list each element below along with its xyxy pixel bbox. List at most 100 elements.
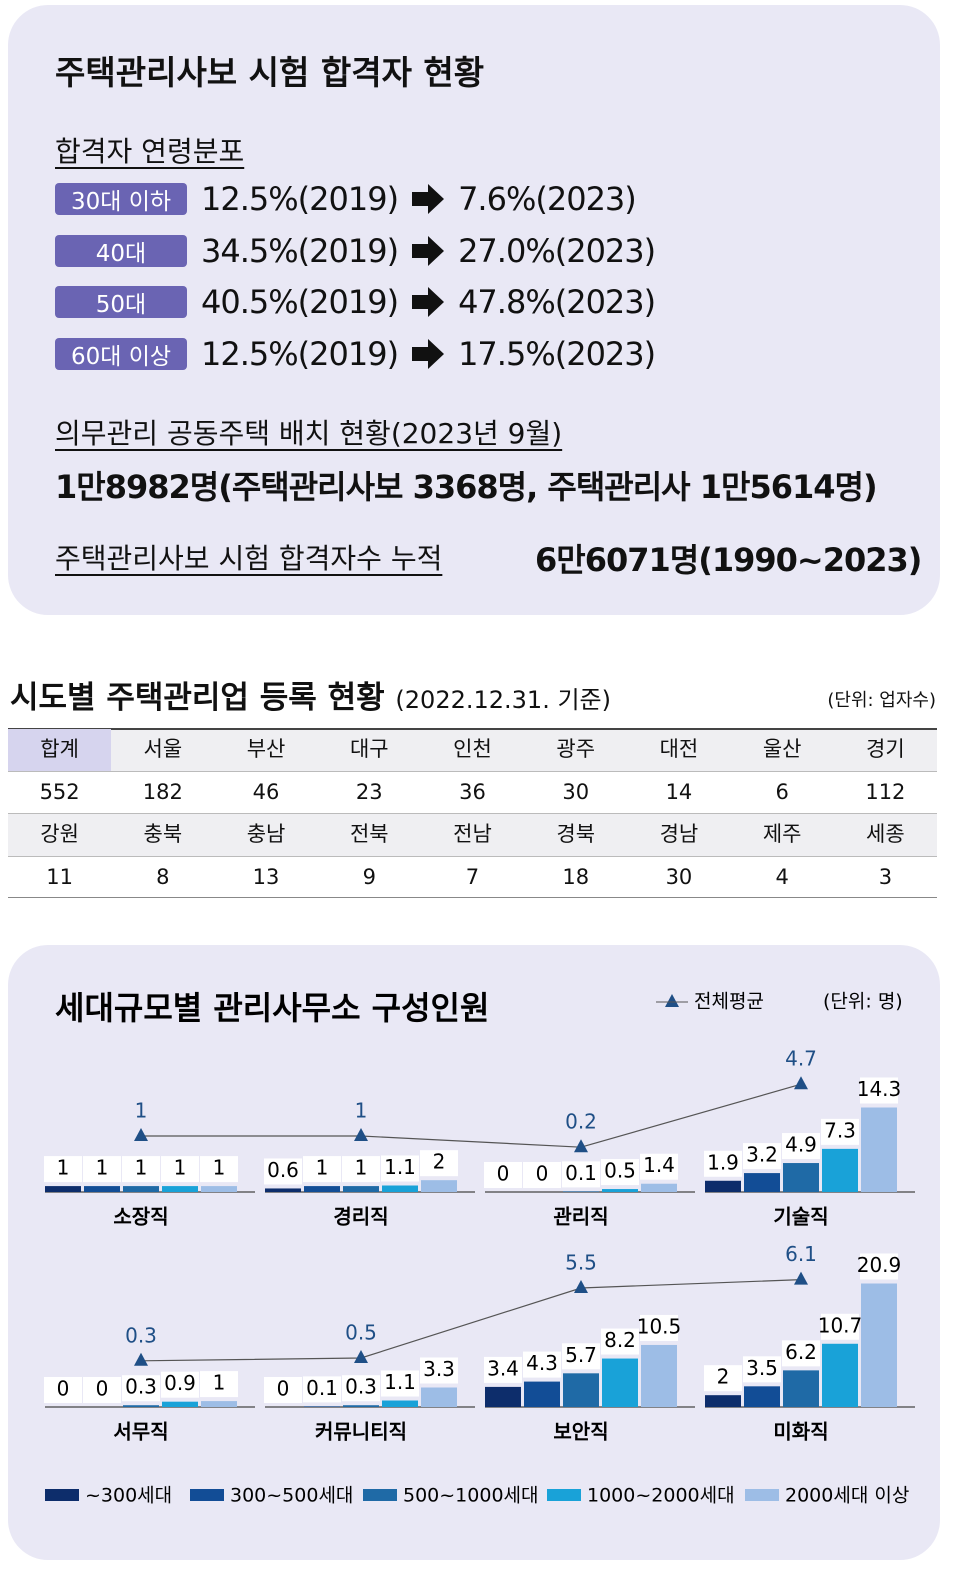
age-row: 30대 이하 12.5%(2019) 7.6%(2023) [55,179,637,219]
value-label: 0.9 [164,1371,196,1395]
value-label-box [83,1156,121,1183]
bar [421,1387,457,1407]
bar [822,1343,858,1407]
average-marker [354,1350,368,1363]
table-header-cell: 세종 [866,822,905,846]
legend-label: 300~500세대 [230,1485,353,1507]
value-label: 1 [135,1156,148,1180]
table-header-cell: 충남 [246,822,286,846]
before-value: 40.5%(2019) [201,283,399,321]
table-header-cell: 강원 [40,822,79,846]
bar [744,1386,780,1407]
average-marker [574,1280,588,1293]
age-badge: 50대 [55,286,187,318]
legend-label: 1000~2000세대 [587,1485,735,1507]
table-cell: 30 [665,864,693,889]
value-label: 1.1 [384,1370,416,1394]
value-label: 3.5 [746,1356,778,1380]
age-row: 40대 34.5%(2019) 27.0%(2023) [55,231,656,271]
value-label: 10.7 [818,1313,863,1337]
bar [201,1401,237,1407]
bar [421,1180,457,1192]
value-label: 1 [213,1156,226,1180]
category-label: 미화직 [773,1420,828,1444]
value-label: 8.2 [604,1328,636,1352]
value-label: 0.3 [345,1375,377,1399]
bar [343,1405,379,1407]
table-cell: 3 [878,864,893,889]
table-row [8,770,937,813]
value-label-box [743,1143,781,1170]
table-note: (2022.12.31. 기준) [395,686,611,714]
value-label: 14.3 [857,1077,902,1101]
table-title: 시도별 주택관리업 등록 현황 (2022.12.31. 기준) [10,672,611,717]
average-label: 4.7 [785,1047,817,1071]
table-header-cell: 서울 [143,737,183,761]
value-label-box [640,1314,678,1341]
bar [705,1395,741,1407]
legend-marker [665,994,679,1007]
value-label: 0 [96,1377,109,1401]
age-row: 50대 40.5%(2019) 47.8%(2023) [55,282,656,322]
value-label: 1 [355,1156,368,1180]
table-header-cell: 합계 [8,729,112,771]
average-label: 1 [355,1099,368,1123]
legend-label: 전체평균 [694,991,764,1013]
age-row: 60대 이상 12.5%(2019) 17.5%(2023) [55,334,656,374]
average-line [141,1083,802,1148]
table-header-cell: 제주 [762,822,802,846]
table-header-cell: 대전 [659,737,699,761]
average-label: 6.1 [785,1242,817,1266]
table-header-cell: 전북 [349,822,389,846]
value-label-box [420,1357,458,1384]
category-label: 보안직 [553,1420,608,1444]
value-label-box [381,1370,419,1397]
category-label: 커뮤니티직 [315,1420,407,1444]
bar [602,1189,638,1192]
average-label: 1 [135,1099,148,1123]
value-label-box [44,1156,82,1183]
arrow [412,235,445,266]
value-label-box [704,1150,742,1177]
legend-label: 2000세대 이상 [785,1485,909,1507]
table-cell: 36 [459,779,486,804]
legend-swatch [547,1489,581,1501]
bar [524,1381,560,1407]
value-label-box [264,1377,302,1403]
age-badge: 60대 이상 [55,337,187,370]
value-label: 10.5 [637,1314,682,1338]
placement-heading: 의무관리 공동주택 배치 현황(2023년 9월) [55,417,563,450]
value-label-box [821,1118,859,1145]
value-label: 4.3 [526,1351,558,1375]
bar [304,1186,340,1192]
before-value: 12.5%(2019) [201,180,399,218]
bar [485,1386,521,1407]
value-label-box [83,1377,121,1403]
category-label: 경리직 [333,1205,388,1229]
bar [84,1186,120,1192]
value-label-box [601,1328,639,1355]
bar [861,1107,897,1192]
average-label: 0.3 [125,1323,157,1347]
table-cell: 7 [465,864,480,889]
value-label-box [484,1162,522,1188]
table-unit: (단위: 업자수) [827,690,936,711]
value-label: 0 [277,1377,290,1401]
value-label-box [342,1375,380,1402]
value-label-box [200,1371,238,1398]
value-label-box [122,1375,160,1402]
bar [162,1401,198,1407]
value-label-box [161,1156,199,1183]
value-label-box [523,1351,561,1378]
value-label-box [161,1371,199,1398]
table-header-cell: 울산 [762,737,802,761]
bar [783,1163,819,1192]
bar [563,1191,599,1192]
table-header-cell: 부산 [246,737,286,761]
age-heading: 합격자 연령분포 [55,135,245,168]
table-header-cell: 인천 [453,737,492,761]
value-label: 1.9 [707,1150,739,1174]
category-label: 기술직 [773,1205,828,1229]
value-label: 1 [316,1156,329,1180]
